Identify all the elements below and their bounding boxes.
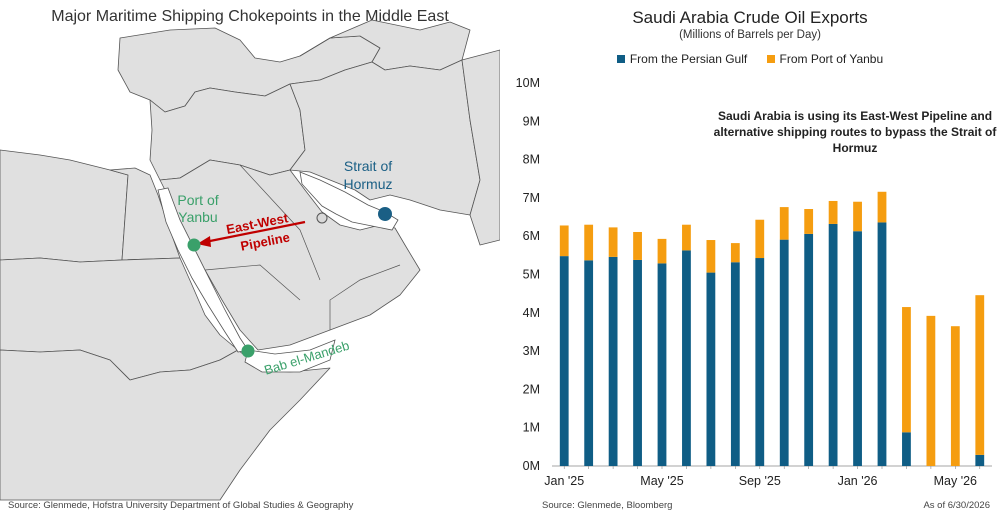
y-tick-label: 10M	[516, 76, 540, 90]
iran-region	[289, 59, 481, 216]
yanbu-label-2: Yanbu	[178, 209, 217, 225]
bar-yanbu	[682, 224, 691, 251]
east-region	[461, 49, 500, 246]
y-tick-label: 9M	[523, 114, 540, 128]
bar-persian-gulf	[706, 272, 716, 466]
yanbu-label-1: Port of	[177, 192, 218, 208]
bar-yanbu	[730, 243, 740, 263]
chart-svg: 0M 1M 2M 3M 4M 5M 6M 7M 8M 9M 10M Jan '25 May '25 Sep…	[516, 76, 992, 488]
x-tick-label: Jan '25	[544, 474, 584, 488]
bar-yanbu	[975, 295, 985, 455]
y-tick-label: 0M	[523, 459, 540, 473]
y-tick-label: 5M	[523, 268, 540, 282]
map-title: Major Maritime Shipping Chokepoints in t…	[51, 8, 449, 25]
pipeline-origin-marker	[316, 212, 328, 224]
bar-persian-gulf	[633, 259, 642, 466]
y-tick-label: 3M	[523, 344, 540, 358]
legend-label-gulf: From the Persian Gulf	[629, 52, 748, 66]
bar-persian-gulf	[682, 250, 691, 466]
bar-persian-gulf	[730, 262, 740, 466]
legend-label-yanbu: From Port of Yanbu	[779, 52, 884, 66]
bar-persian-gulf	[804, 233, 814, 466]
y-tick-label: 2M	[523, 382, 540, 396]
legend-swatch-gulf	[616, 55, 625, 63]
y-tick-label: 7M	[523, 191, 540, 205]
chart-panel: Saudi Arabia Crude Oil Exports (Millions…	[500, 0, 1000, 516]
chart-annotation: Saudi Arabia is using its East-West Pipe…	[713, 109, 997, 155]
bar-yanbu	[584, 224, 594, 261]
bar-persian-gulf	[584, 260, 594, 466]
x-tick-label: May '26	[934, 474, 977, 488]
bar-yanbu	[755, 219, 765, 259]
bar-yanbu	[657, 238, 667, 264]
bar-persian-gulf	[902, 432, 911, 466]
y-tick-label: 1M	[523, 421, 540, 435]
map-svg: Strait of Hormuz Port of Yanbu East-West…	[0, 19, 500, 501]
bar-yanbu	[877, 191, 887, 223]
bar-yanbu	[804, 209, 814, 234]
x-tick-label: May '25	[640, 474, 683, 488]
africa-west-region	[0, 149, 129, 263]
hormuz-label-2: Hormuz	[343, 176, 392, 192]
bar-yanbu	[902, 307, 911, 433]
bar-persian-gulf	[779, 239, 789, 466]
bar-yanbu	[633, 231, 642, 260]
arabia-region	[159, 159, 421, 351]
gulf-of-aden	[244, 339, 336, 373]
legend-item-yanbu: From Port of Yanbu	[766, 52, 884, 66]
bar-persian-gulf	[877, 222, 887, 466]
pipeline-arrow	[204, 220, 306, 244]
bab-marker	[241, 344, 255, 358]
map-panel: Major Maritime Shipping Chokepoints in t…	[0, 8, 500, 511]
hormuz-label-1: Strait of	[344, 158, 392, 174]
bar-persian-gulf	[755, 258, 765, 466]
x-tick-label: Sep '25	[739, 474, 781, 488]
hormuz-marker	[378, 207, 392, 221]
bar-yanbu	[706, 240, 716, 273]
pipeline-arrowhead	[197, 236, 211, 247]
y-tick-label: 4M	[523, 306, 540, 320]
chart-source: Source: Glenmede, Bloomberg	[542, 500, 673, 511]
legend-swatch-yanbu	[766, 55, 775, 63]
yanbu-marker	[187, 238, 201, 252]
y-tick-label: 8M	[523, 153, 540, 167]
legend-item-gulf: From the Persian Gulf	[616, 52, 748, 66]
bar-yanbu	[926, 315, 936, 466]
bar-persian-gulf	[608, 256, 618, 466]
bar-yanbu	[779, 207, 789, 240]
chart-subtitle: (Millions of Barrels per Day)	[679, 29, 821, 41]
bar-persian-gulf	[559, 256, 569, 466]
bar-yanbu	[608, 227, 618, 257]
bar-persian-gulf	[853, 231, 862, 466]
bar-persian-gulf	[975, 454, 985, 466]
map-source: Source: Glenmede, Hofstra University Dep…	[8, 500, 354, 511]
persian-gulf	[299, 171, 399, 231]
bar-yanbu	[853, 201, 862, 232]
bar-persian-gulf	[828, 223, 838, 466]
bar-yanbu	[828, 200, 838, 224]
as-of-date: As of 6/30/2026	[923, 500, 990, 511]
bar-yanbu	[950, 326, 960, 466]
y-tick-label: 6M	[523, 229, 540, 243]
x-tick-label: Jan '26	[838, 474, 878, 488]
chart-title: Saudi Arabia Crude Oil Exports	[632, 8, 868, 27]
chart-legend: From the Persian Gulf From Port of Yanbu	[500, 52, 1000, 66]
bar-persian-gulf	[657, 263, 667, 466]
bar-yanbu	[559, 225, 569, 257]
